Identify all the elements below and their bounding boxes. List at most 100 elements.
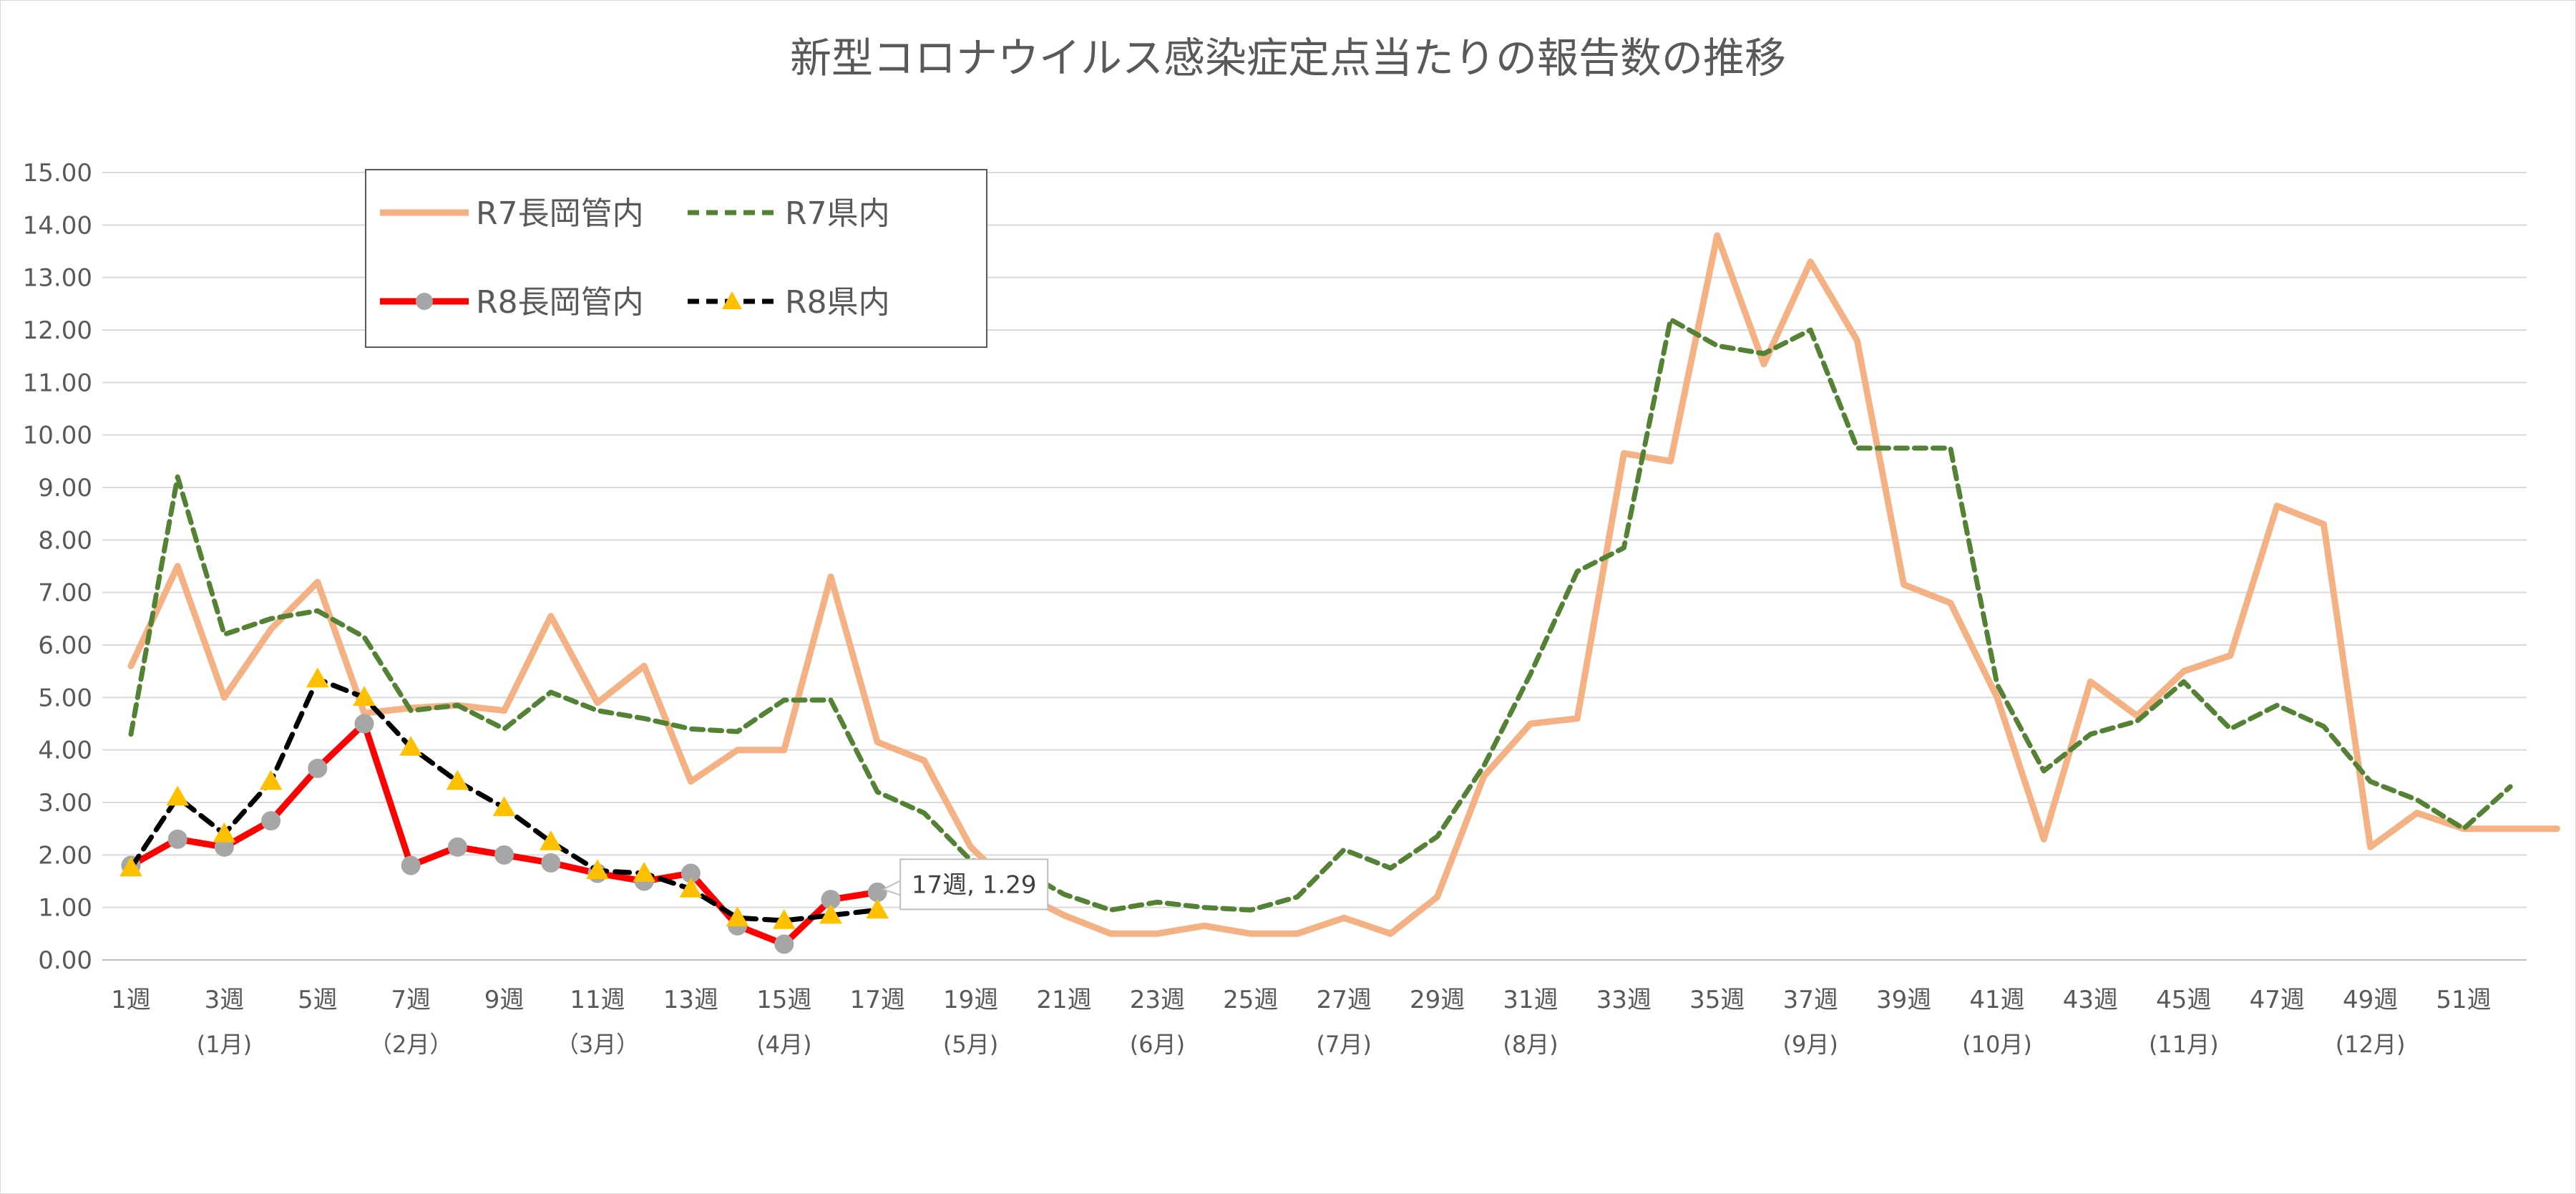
legend-item: R7長岡管内	[380, 195, 644, 232]
y-tick-label: 5.00	[38, 684, 92, 712]
callout-box	[899, 858, 1049, 911]
legend-item: R8長岡管内	[380, 284, 644, 321]
x-tick-label: 45週	[2156, 986, 2211, 1014]
y-axis: 0.00 1.00 2.00 3.00 4.00 5.00 6.00 7.00 8.00 9.00…	[23, 159, 92, 975]
month-label: (12月)	[2336, 1031, 2406, 1058]
data-point	[586, 859, 609, 880]
x-tick-label: 25週	[1223, 986, 1278, 1014]
data-point	[772, 908, 796, 929]
series-0	[127, 232, 2560, 937]
x-tick-label: 29週	[1410, 986, 1465, 1014]
x-axis: 1週 3週 5週 7週 9週 11週 13週 15週 17週 19週 21週 23週 25週 27週 29週…	[111, 986, 2491, 1058]
data-point	[866, 898, 889, 919]
x-tick-label: 43週	[2063, 986, 2118, 1014]
month-label: (9月)	[1783, 1031, 1838, 1058]
y-tick-label: 9.00	[38, 474, 92, 503]
data-point	[399, 735, 423, 756]
x-tick-label: 39週	[1876, 986, 1931, 1014]
x-tick-label: 41週	[1969, 986, 2024, 1014]
y-tick-label: 4.00	[38, 737, 92, 765]
y-tick-label: 2.00	[38, 841, 92, 870]
y-tick-label: 13.00	[23, 264, 92, 293]
data-point	[213, 822, 236, 843]
x-tick-label: 17週	[850, 986, 905, 1014]
data-point	[166, 785, 190, 806]
plot-series	[119, 232, 2560, 954]
series-1	[128, 316, 2513, 913]
data-point	[306, 667, 329, 688]
x-tick-label: 7週	[391, 986, 431, 1014]
y-tick-label: 8.00	[38, 526, 92, 555]
x-tick-label: 37週	[1783, 986, 1838, 1014]
y-tick-label: 7.00	[38, 579, 92, 608]
x-tick-label: 33週	[1596, 986, 1652, 1014]
data-point	[353, 686, 376, 707]
data-point	[447, 837, 467, 857]
data-point	[633, 861, 656, 882]
data-point	[259, 770, 283, 790]
data-point	[492, 796, 516, 817]
x-tick-label: 27週	[1317, 986, 1372, 1014]
legend-item: R7県内	[688, 195, 890, 232]
data-point	[726, 906, 749, 927]
month-label: (10月)	[1962, 1031, 2032, 1058]
x-tick-label: 5週	[298, 986, 338, 1014]
data-point	[446, 770, 469, 790]
month-label: (5月)	[943, 1031, 998, 1058]
data-point	[541, 853, 561, 873]
month-label: (7月)	[1317, 1031, 1372, 1058]
data-point	[494, 845, 514, 865]
series-line	[127, 232, 2560, 937]
x-tick-label: 9週	[484, 986, 525, 1014]
legend-item: R8県内	[688, 284, 890, 321]
x-tick-label: 49週	[2343, 986, 2398, 1014]
x-tick-label: 31週	[1503, 986, 1558, 1014]
y-tick-label: 10.00	[23, 422, 92, 450]
month-label: （2月）	[369, 1031, 452, 1058]
x-tick-label: 47週	[2250, 986, 2305, 1014]
data-point	[261, 811, 281, 831]
y-tick-label: 15.00	[23, 159, 92, 188]
data-callout: 17週, 1.29	[881, 858, 1049, 911]
x-tick-label: 15週	[756, 986, 811, 1014]
y-tick-label: 14.00	[23, 211, 92, 240]
month-label: (4月)	[756, 1031, 811, 1058]
x-tick-label: 35週	[1689, 986, 1745, 1014]
month-label: (1月)	[197, 1031, 252, 1058]
legend-marker	[416, 293, 433, 310]
month-label: （3月）	[556, 1031, 639, 1058]
data-point	[308, 758, 328, 778]
y-tick-label: 1.00	[38, 894, 92, 923]
data-point	[819, 903, 842, 924]
y-tick-label: 11.00	[23, 369, 92, 397]
x-tick-label: 11週	[570, 986, 625, 1014]
data-point	[167, 829, 187, 849]
series-3	[119, 667, 889, 929]
x-tick-label: 21週	[1036, 986, 1091, 1014]
data-point	[401, 855, 421, 875]
legend-label: R7長岡管内	[476, 195, 644, 232]
data-point	[774, 934, 794, 954]
legend-label: R8県内	[785, 284, 890, 321]
data-point	[354, 714, 374, 734]
month-label: (6月)	[1130, 1031, 1185, 1058]
x-tick-label: 23週	[1130, 986, 1185, 1014]
chart-title: 新型コロナウイルス感染症定点当たりの報告数の推移	[790, 34, 1786, 82]
x-tick-label: 3週	[205, 986, 245, 1014]
x-tick-label: 51週	[2436, 986, 2491, 1014]
legend-marker	[722, 291, 742, 309]
y-tick-label: 6.00	[38, 631, 92, 660]
series-line	[128, 316, 2513, 913]
y-tick-label: 0.00	[38, 946, 92, 975]
month-label: (8月)	[1503, 1031, 1558, 1058]
series-line	[127, 720, 881, 948]
legend-box	[365, 169, 987, 348]
x-tick-label: 19週	[943, 986, 998, 1014]
callout-text: 17週, 1.29	[912, 870, 1037, 899]
gridlines	[102, 172, 2527, 961]
data-point	[119, 856, 142, 877]
y-tick-label: 12.00	[23, 316, 92, 345]
x-tick-label: 13週	[663, 986, 718, 1014]
